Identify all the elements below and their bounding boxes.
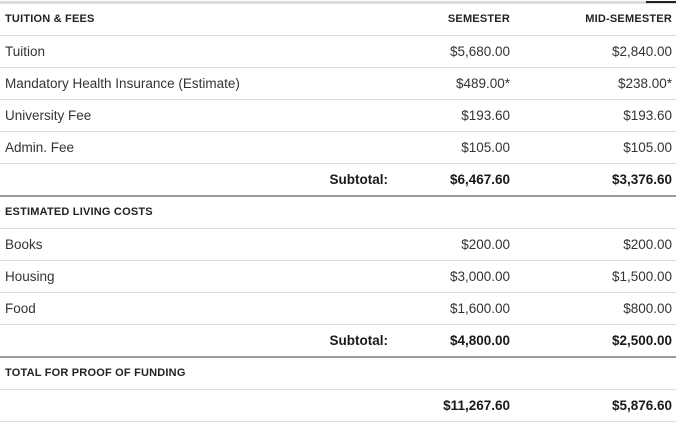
section-title: TUITION & FEES <box>5 13 95 25</box>
mid-semester-value: $2,840.00 <box>514 35 676 68</box>
mid-semester-value: $1,500.00 <box>514 260 676 293</box>
subtotal-row-living-costs: Subtotal: $4,800.00 $2,500.00 <box>0 324 676 357</box>
table-row-admin-fee: Admin. Fee $105.00 $105.00 <box>0 131 676 164</box>
row-label: Books <box>0 228 402 261</box>
semester-value: $105.00 <box>402 131 514 164</box>
total-row: $11,267.60 $5,876.60 <box>0 389 676 422</box>
table-row-tuition: Tuition $5,680.00 $2,840.00 <box>0 35 676 68</box>
subtotal-mid-semester-value: $3,376.60 <box>514 163 676 196</box>
semester-value: $3,000.00 <box>402 260 514 293</box>
subtotal-mid-semester-value: $2,500.00 <box>514 324 676 357</box>
table-row-food: Food $1,600.00 $800.00 <box>0 292 676 325</box>
mid-semester-value: $105.00 <box>514 131 676 164</box>
subtotal-semester-value: $4,800.00 <box>402 324 514 357</box>
section-header-living-costs: ESTIMATED LIVING COSTS <box>0 195 676 229</box>
cropped-element-fragment <box>646 1 676 3</box>
section-header-tuition-fees: TUITION & FEES SEMESTER MID-SEMESTER <box>0 3 676 36</box>
semester-value: $1,600.00 <box>402 292 514 325</box>
mid-semester-value: $200.00 <box>514 228 676 261</box>
semester-value: $193.60 <box>402 99 514 132</box>
table-row-university-fee: University Fee $193.60 $193.60 <box>0 99 676 132</box>
mid-semester-value: $238.00* <box>514 67 676 100</box>
row-label: Admin. Fee <box>0 131 402 164</box>
subtotal-label: Subtotal: <box>0 324 402 357</box>
row-label: Tuition <box>0 35 402 68</box>
table-row-books: Books $200.00 $200.00 <box>0 228 676 261</box>
section-title: ESTIMATED LIVING COSTS <box>0 195 402 229</box>
column-header-semester: SEMESTER <box>447 13 510 25</box>
semester-value: $489.00* <box>402 67 514 100</box>
section-header-total-funding: TOTAL FOR PROOF OF FUNDING <box>0 356 676 390</box>
row-label: Housing <box>0 260 402 293</box>
mid-semester-value: $800.00 <box>514 292 676 325</box>
table-row-housing: Housing $3,000.00 $1,500.00 <box>0 260 676 293</box>
section-title: TOTAL FOR PROOF OF FUNDING <box>0 356 402 390</box>
row-label: Food <box>0 292 402 325</box>
column-header-mid-semester: MID-SEMESTER <box>585 13 672 25</box>
row-label: University Fee <box>0 99 402 132</box>
table-row-health-insurance: Mandatory Health Insurance (Estimate) $4… <box>0 67 676 100</box>
subtotal-label: Subtotal: <box>0 163 402 196</box>
semester-value: $200.00 <box>402 228 514 261</box>
mid-semester-value: $193.60 <box>514 99 676 132</box>
row-label: Mandatory Health Insurance (Estimate) <box>0 67 402 100</box>
subtotal-row-tuition-fees: Subtotal: $6,467.60 $3,376.60 <box>0 163 676 196</box>
total-semester-value: $11,267.60 <box>402 389 514 422</box>
subtotal-semester-value: $6,467.60 <box>402 163 514 196</box>
total-mid-semester-value: $5,876.60 <box>514 389 676 422</box>
semester-value: $5,680.00 <box>402 35 514 68</box>
